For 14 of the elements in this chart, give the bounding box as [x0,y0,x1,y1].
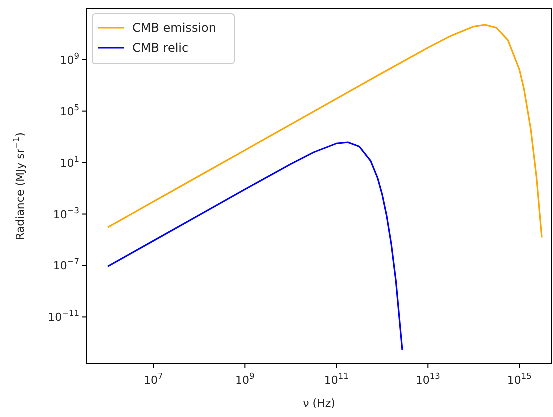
x-tick-label: 10$^{9}$ [236,371,255,387]
legend-label: CMB emission [132,21,216,35]
x-tick-label: 10$^{11}$ [324,371,349,387]
x-tick-label: 10$^{7}$ [144,371,164,387]
y-tick-label: 10$^{5}$ [60,102,80,118]
x-tick-label: 10$^{13}$ [416,371,440,387]
y-tick-label: 10$^{1}$ [60,154,80,170]
y-tick-label: 10$^{−3}$ [53,205,80,222]
y-tick-label: 10$^{−11}$ [48,308,80,324]
x-axis-title: ν (Hz) [303,397,336,410]
y-tick-label: 10$^{9}$ [60,50,80,67]
y-tick-label: 10$^{−7}$ [53,256,80,273]
legend-label: CMB relic [132,41,189,55]
x-tick-label: 10$^{15}$ [507,371,532,387]
